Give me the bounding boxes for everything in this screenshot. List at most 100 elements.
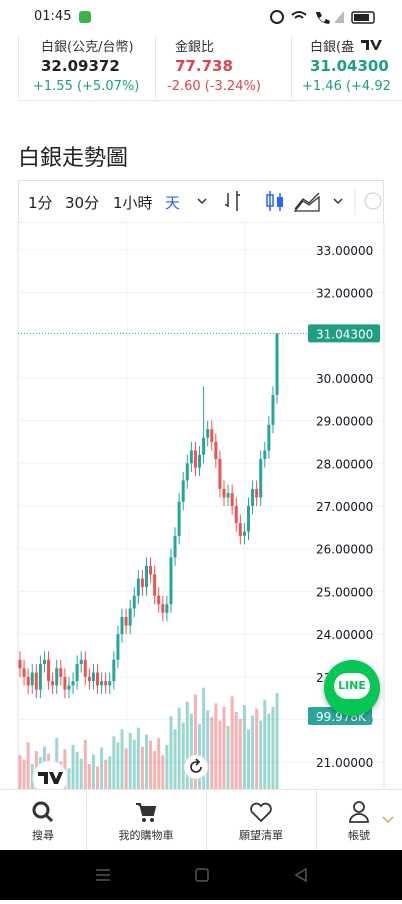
candle-body bbox=[161, 604, 165, 613]
nav-label: 我的購物車 bbox=[118, 829, 174, 842]
ticker-card[interactable]: 白銀(公克/台幣) 32.09372 +1.55 (+5.07%) bbox=[18, 36, 156, 98]
nav-label: 願望清單 bbox=[239, 829, 283, 842]
volume-bar bbox=[263, 699, 267, 790]
volume-bar bbox=[91, 754, 95, 790]
candle-body bbox=[100, 681, 104, 686]
last-price-box bbox=[308, 324, 380, 343]
candle-body bbox=[30, 672, 34, 686]
volume-bar bbox=[218, 720, 222, 790]
volume-bar bbox=[79, 758, 83, 790]
candle-body bbox=[149, 565, 153, 575]
status-bar: 01:45 bbox=[0, 0, 402, 36]
system-nav bbox=[0, 850, 402, 900]
volume-bar bbox=[169, 716, 173, 790]
candle-body bbox=[181, 480, 185, 502]
volume-bar bbox=[165, 744, 169, 790]
ticker-name: 白銀(盎 bbox=[310, 40, 355, 55]
volume-bar bbox=[149, 740, 153, 790]
tv-logo bbox=[361, 40, 382, 50]
line-button[interactable]: LINE bbox=[324, 660, 380, 716]
candle-body bbox=[193, 450, 197, 468]
nav-label: 帳號 bbox=[348, 829, 370, 842]
volume-bar bbox=[189, 713, 193, 790]
y-tick-label: 30.00000 bbox=[316, 372, 373, 386]
volume-bar bbox=[202, 687, 206, 790]
ticker-card[interactable]: 金銀比 77.738 -2.60 (-3.24%) bbox=[155, 36, 292, 98]
candle-body bbox=[226, 493, 230, 498]
chart: 33.0000032.0000031.0000030.0000029.00000… bbox=[17, 222, 385, 790]
candle-body bbox=[144, 565, 148, 588]
candle-body bbox=[83, 659, 87, 677]
candle-body bbox=[230, 493, 234, 506]
y-tick-label: 25.00000 bbox=[316, 585, 373, 599]
interval-button[interactable]: 30分 bbox=[65, 194, 100, 212]
ticker-price: 77.738 bbox=[175, 57, 233, 75]
volume-bar bbox=[234, 712, 238, 790]
cart-icon bbox=[136, 803, 157, 822]
candle-body bbox=[96, 672, 100, 686]
candle-body bbox=[59, 668, 63, 677]
candle-body bbox=[79, 659, 83, 665]
volume-bar bbox=[132, 739, 136, 790]
volume-bar bbox=[226, 725, 230, 790]
interval-button[interactable]: 天 bbox=[165, 194, 181, 212]
y-tick-label: 29.00000 bbox=[316, 415, 373, 429]
volume-bar bbox=[181, 722, 185, 790]
candle-body bbox=[173, 535, 177, 558]
search-icon bbox=[32, 801, 54, 823]
volume-bar bbox=[128, 732, 132, 790]
last-price-label: 31.04300 bbox=[316, 327, 373, 341]
candle-body bbox=[198, 454, 202, 468]
chart-toolbar: 1分 30分 1小時 天 bbox=[18, 180, 384, 222]
interval-button[interactable]: 1分 bbox=[28, 194, 53, 212]
nav-search[interactable]: 搜尋 bbox=[0, 790, 87, 850]
volume-bar bbox=[214, 703, 218, 790]
volume-bar bbox=[251, 715, 255, 790]
ticker-change: +1.55 (+5.07%) bbox=[33, 79, 140, 94]
candle-body bbox=[275, 333, 279, 395]
ticker-price: 32.09372 bbox=[41, 57, 120, 75]
volume-bar bbox=[96, 766, 100, 790]
volume-bar bbox=[275, 692, 279, 790]
reset-button[interactable] bbox=[183, 754, 209, 780]
candle-body bbox=[104, 681, 108, 686]
candle-body bbox=[271, 394, 275, 425]
volume-bar bbox=[242, 705, 246, 790]
candle-body bbox=[255, 488, 259, 498]
volume-bar bbox=[26, 742, 30, 790]
ticker-change: -2.60 (-3.24%) bbox=[167, 79, 261, 94]
ticker-card[interactable]: 白銀(盎 31.04300 +1.46 (+4.92 bbox=[292, 36, 402, 98]
nav-cart[interactable]: 我的購物車 bbox=[86, 790, 207, 850]
candle-body bbox=[165, 604, 169, 613]
candle-body bbox=[132, 595, 136, 609]
candle-body bbox=[63, 676, 67, 690]
candle-body bbox=[189, 450, 193, 464]
nav-account[interactable]: 帳號 bbox=[316, 790, 402, 850]
candle-body bbox=[238, 523, 242, 536]
volume-bar bbox=[144, 734, 148, 790]
candle-body bbox=[91, 672, 95, 682]
ticker-name: 金銀比 bbox=[175, 40, 215, 55]
candle-body bbox=[55, 668, 59, 686]
status-icons bbox=[270, 10, 375, 24]
candle-body bbox=[26, 676, 30, 686]
candle-body bbox=[42, 659, 46, 665]
volume-bar bbox=[87, 764, 91, 790]
ticker-change: +1.46 (+4.92 bbox=[302, 79, 391, 94]
volume-bar bbox=[271, 706, 275, 790]
volume-bar bbox=[238, 718, 242, 790]
nav-wishlist[interactable]: 願望清單 bbox=[206, 790, 317, 850]
volume-bar bbox=[267, 713, 271, 790]
candle-body bbox=[169, 557, 173, 605]
volume-bar bbox=[246, 729, 250, 790]
candle-body bbox=[124, 617, 128, 626]
volume-bar bbox=[104, 759, 108, 790]
candle-body bbox=[153, 574, 157, 596]
volume-bar bbox=[18, 755, 22, 790]
interval-button[interactable]: 1小時 bbox=[113, 194, 153, 212]
volume-bar bbox=[177, 707, 181, 790]
y-tick-label: 26.00000 bbox=[316, 543, 373, 557]
volume-bar bbox=[67, 768, 71, 790]
status-time: 01:45 bbox=[34, 9, 72, 24]
